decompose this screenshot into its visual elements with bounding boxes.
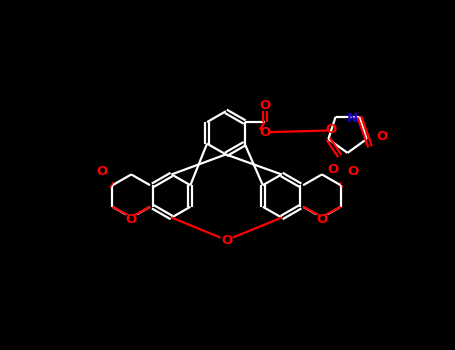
Text: O: O [377,130,388,143]
Text: O: O [259,126,270,139]
Text: O: O [96,165,107,178]
Text: N: N [347,112,358,126]
Text: O: O [316,214,328,226]
Text: O: O [126,214,137,226]
Text: O: O [327,162,339,176]
Text: O: O [326,122,337,135]
Text: O: O [221,234,232,247]
Text: O: O [259,99,270,112]
Text: O: O [347,165,359,178]
